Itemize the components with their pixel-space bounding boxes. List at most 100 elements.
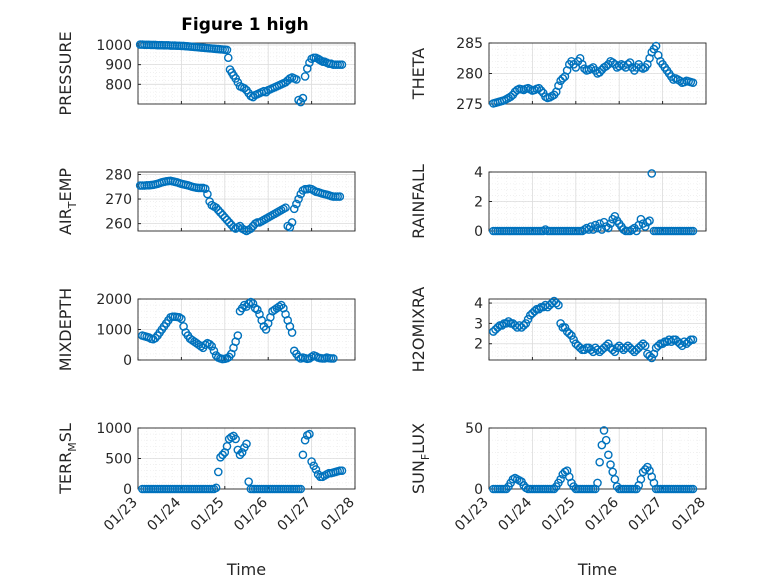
axes-box: [488, 427, 707, 490]
x-tick-label: 01/27: [275, 495, 315, 535]
data-point: [305, 429, 314, 439]
series-markers: [138, 297, 338, 364]
series-markers: [135, 40, 347, 107]
y-tick-label: 285: [456, 36, 483, 52]
y-axis-label: TERRMSL: [56, 423, 79, 495]
data-point: [684, 337, 693, 347]
data-point: [608, 467, 617, 477]
data-point: [211, 203, 221, 212]
data-point: [569, 335, 578, 344]
y-tick-label: 1000: [96, 38, 132, 54]
data-point: [601, 61, 611, 71]
data-point: [177, 314, 186, 324]
data-point: [588, 225, 598, 234]
data-point: [211, 483, 221, 493]
y-axis-label: RAINFALL: [409, 164, 428, 239]
y-axis-label: MIXDEPTH: [56, 288, 75, 371]
series-markers: [489, 426, 698, 494]
data-point: [651, 41, 661, 51]
data-point: [534, 83, 544, 93]
data-point: [640, 222, 650, 231]
data-point: [222, 441, 232, 451]
data-point: [534, 304, 544, 314]
data-point: [248, 299, 258, 308]
y-tick-label: 4: [474, 165, 483, 181]
y-tick-label: 0: [123, 353, 132, 369]
x-axis-label: Time: [577, 560, 617, 579]
data-point: [640, 465, 650, 474]
y-tick-label: 0: [474, 482, 483, 498]
data-point: [688, 226, 698, 236]
data-point: [608, 58, 617, 67]
data-point: [595, 457, 604, 467]
x-tick-label: 01/28: [318, 495, 358, 535]
subplot-2: 275 280 285 THETA: [409, 36, 707, 113]
series-markers: [135, 176, 345, 236]
data-point: [640, 341, 650, 351]
data-point: [688, 78, 698, 87]
data-point: [554, 81, 563, 90]
data-point: [564, 329, 574, 338]
data-point: [497, 321, 507, 330]
data-point: [551, 298, 561, 308]
y-axis-label: THETA: [409, 48, 428, 100]
y-tick-label: 0: [123, 482, 132, 498]
axes-box: [137, 171, 356, 232]
y-tick-label: 280: [105, 167, 132, 183]
data-point: [502, 484, 511, 494]
data-point: [519, 321, 529, 330]
series-markers: [489, 296, 698, 363]
x-tick-label: 01/24: [495, 494, 535, 534]
data-point: [643, 217, 652, 227]
data-point: [601, 341, 611, 351]
data-point: [231, 434, 240, 444]
data-point: [328, 354, 338, 363]
series-markers: [489, 41, 698, 108]
axes-box: [137, 42, 356, 105]
y-tick-label: 2: [474, 195, 483, 211]
data-point: [604, 223, 613, 233]
data-point: [627, 225, 637, 234]
data-point: [240, 83, 249, 93]
data-point: [608, 345, 617, 355]
data-point: [610, 347, 620, 357]
data-point: [244, 477, 253, 486]
data-point: [636, 474, 646, 484]
data-point: [250, 303, 260, 313]
data-point: [506, 92, 516, 101]
data-point: [246, 224, 256, 233]
data-point: [523, 315, 533, 324]
data-point: [209, 346, 219, 356]
y-tick-label: 260: [105, 217, 132, 233]
data-point: [567, 331, 576, 340]
data-point: [645, 216, 654, 225]
data-point: [337, 466, 347, 476]
data-point: [296, 484, 306, 494]
y-tick-label: 2: [474, 337, 483, 353]
data-point: [638, 339, 648, 349]
data-point: [536, 86, 546, 95]
data-point: [207, 341, 217, 351]
y-tick-label: 1000: [96, 421, 132, 437]
data-point: [220, 213, 230, 222]
data-point: [253, 305, 262, 314]
data-point: [636, 341, 646, 351]
data-point: [287, 218, 297, 227]
x-tick-label: 01/25: [188, 495, 228, 535]
data-point: [549, 484, 559, 494]
data-point: [521, 319, 531, 328]
data-point: [558, 74, 568, 83]
data-point: [625, 58, 635, 67]
data-point: [216, 208, 225, 217]
data-point: [300, 72, 310, 81]
data-point: [530, 306, 539, 316]
x-tick-label: 01/27: [626, 495, 666, 535]
data-point: [222, 215, 232, 225]
y-tick-label: 500: [105, 452, 132, 468]
y-tick-label: 280: [456, 67, 483, 83]
data-point: [292, 199, 301, 209]
x-tick-label: 01/23: [452, 495, 492, 535]
data-point: [151, 333, 160, 343]
y-axis-label: AIRTEMP: [56, 168, 79, 235]
